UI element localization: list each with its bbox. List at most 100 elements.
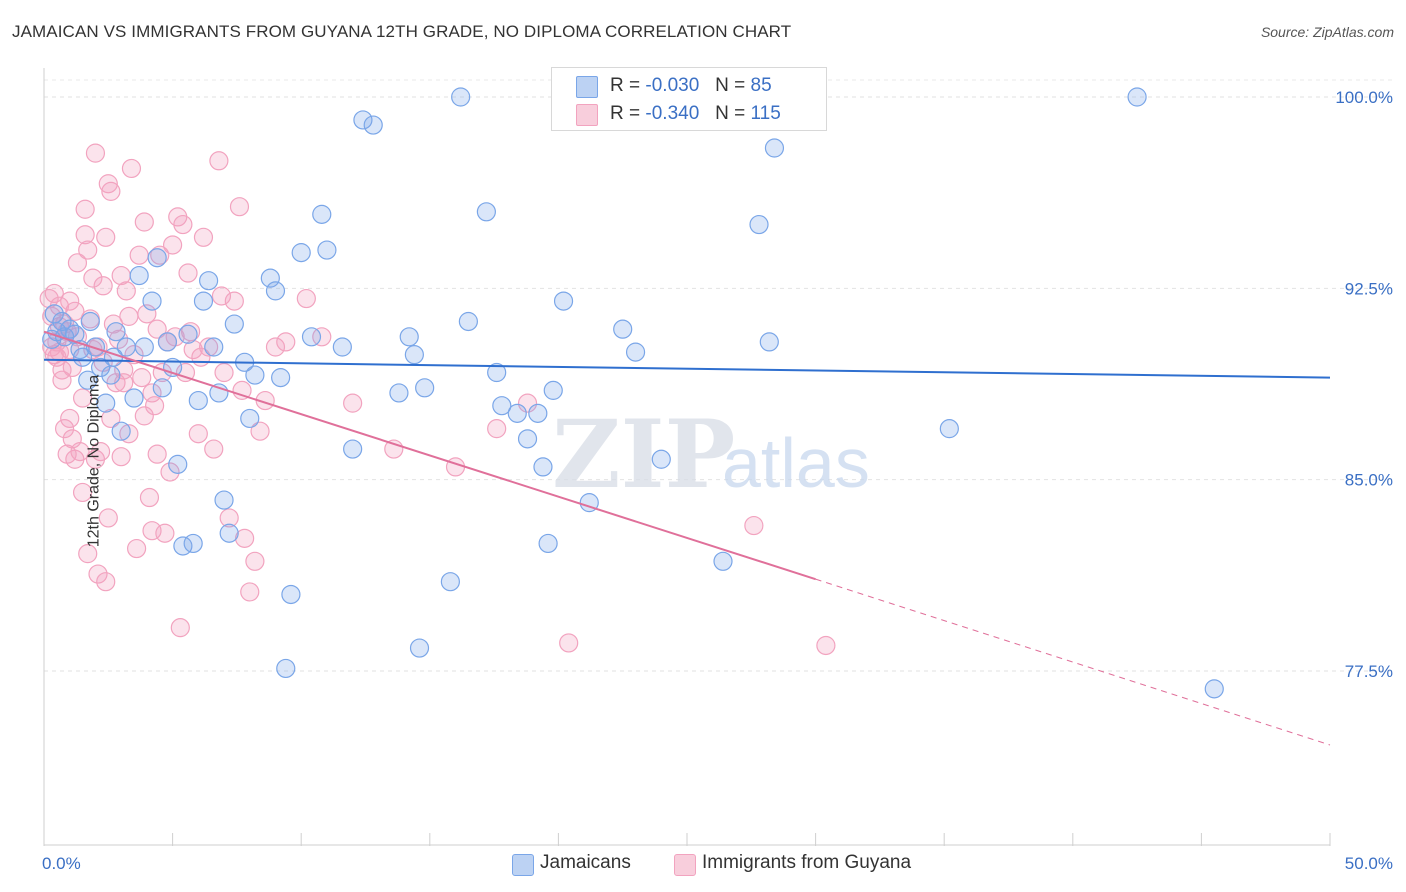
point-guyana <box>57 322 77 342</box>
point-jamaicans <box>72 347 93 367</box>
point-jamaicans <box>85 337 106 357</box>
point-guyana <box>265 337 286 357</box>
point-jamaicans <box>204 337 224 357</box>
point-guyana <box>75 225 95 245</box>
legend-r-label: R = <box>610 75 641 96</box>
bottom-legend-swatch-jamaicans <box>512 854 534 876</box>
point-jamaicans <box>939 419 959 439</box>
point-guyana <box>163 235 183 255</box>
point-jamaicans <box>106 322 126 342</box>
point-jamaicans <box>312 204 332 224</box>
points-guyana <box>39 143 836 656</box>
point-guyana <box>62 357 82 378</box>
point-jamaicans <box>517 429 538 449</box>
bottom-legend-label-guyana: Immigrants from Guyana <box>702 852 912 873</box>
point-guyana <box>517 393 538 413</box>
point-guyana <box>65 301 85 321</box>
point-guyana <box>70 442 90 462</box>
point-jamaicans <box>476 202 496 222</box>
trend-lines <box>43 330 1331 746</box>
point-guyana <box>126 538 147 559</box>
point-guyana <box>211 286 232 306</box>
y-tick-label: 77.5% <box>1345 662 1393 681</box>
legend-r-value-guyana: -0.340 <box>645 103 700 124</box>
stats-legend: R = -0.030 N = 85 R = -0.340 N = 115 <box>551 67 827 131</box>
chart-source: Source: ZipAtlas.com <box>1260 24 1394 40</box>
point-guyana <box>240 582 260 602</box>
point-guyana <box>134 406 154 426</box>
point-jamaicans <box>96 393 116 413</box>
point-jamaicans <box>528 403 548 423</box>
point-guyana <box>44 283 64 304</box>
point-guyana <box>312 327 332 347</box>
point-guyana <box>181 322 201 342</box>
point-guyana <box>175 362 196 383</box>
point-jamaicans <box>193 291 214 311</box>
point-guyana <box>60 408 80 429</box>
point-guyana <box>343 393 363 413</box>
point-jamaicans <box>1127 87 1147 107</box>
point-guyana <box>119 424 139 444</box>
y-axis-label: 12th Grade, No Diploma <box>85 374 103 548</box>
point-jamaicans <box>168 454 188 474</box>
point-jamaicans <box>492 396 512 416</box>
point-jamaicans <box>507 403 527 423</box>
point-jamaicans <box>363 115 383 135</box>
point-jamaicans <box>157 332 178 352</box>
point-jamaicans <box>129 265 149 286</box>
point-guyana <box>147 444 167 464</box>
point-jamaicans <box>538 533 558 554</box>
point-jamaicans <box>90 357 111 378</box>
point-jamaicans <box>142 291 162 311</box>
point-jamaicans <box>224 314 244 334</box>
point-guyana <box>173 214 193 235</box>
trend-line-guyana-extension <box>815 578 1331 746</box>
point-guyana <box>90 442 111 462</box>
point-guyana <box>245 551 265 571</box>
point-guyana <box>98 174 118 194</box>
legend-r-label: R = <box>610 103 641 124</box>
point-guyana <box>232 380 252 400</box>
point-guyana <box>170 618 190 638</box>
point-guyana <box>139 487 160 508</box>
point-jamaicans <box>389 383 409 403</box>
watermark-atlas: atlas <box>722 424 870 502</box>
point-guyana <box>72 388 93 408</box>
x-tick-label-min: 0.0% <box>42 854 81 873</box>
point-guyana <box>78 240 98 260</box>
point-jamaicans <box>458 311 478 332</box>
point-jamaicans <box>240 408 260 429</box>
legend-swatch-guyana <box>576 104 598 126</box>
point-guyana <box>75 199 95 219</box>
point-jamaicans <box>188 390 208 411</box>
point-guyana <box>132 368 152 388</box>
point-guyana <box>96 227 116 247</box>
point-jamaicans <box>260 268 280 288</box>
point-guyana <box>229 197 250 217</box>
point-jamaicans <box>543 380 563 400</box>
point-guyana <box>111 265 131 286</box>
point-guyana <box>188 424 208 444</box>
point-guyana <box>178 263 198 283</box>
point-jamaicans <box>625 342 646 362</box>
bottom-legend-label-jamaicans: Jamaicans <box>540 852 631 873</box>
y-tick-label: 85.0% <box>1345 471 1393 490</box>
point-guyana <box>276 332 296 352</box>
point-jamaicans <box>281 584 301 605</box>
point-guyana <box>816 635 836 656</box>
point-jamaicans <box>764 138 785 158</box>
point-jamaicans <box>199 271 219 291</box>
point-jamaicans <box>353 110 373 130</box>
point-guyana <box>250 421 270 441</box>
point-jamaicans <box>111 421 131 441</box>
point-jamaicans <box>404 345 424 365</box>
point-jamaicans <box>60 319 80 339</box>
y-tick-label: 100.0% <box>1335 88 1393 107</box>
point-jamaicans <box>651 449 671 469</box>
chart-title: JAMAICAN VS IMMIGRANTS FROM GUYANA 12TH … <box>12 22 792 41</box>
point-guyana <box>96 572 116 592</box>
point-guyana <box>52 370 72 390</box>
point-guyana <box>204 439 224 459</box>
trend-line-guyana <box>43 330 816 581</box>
